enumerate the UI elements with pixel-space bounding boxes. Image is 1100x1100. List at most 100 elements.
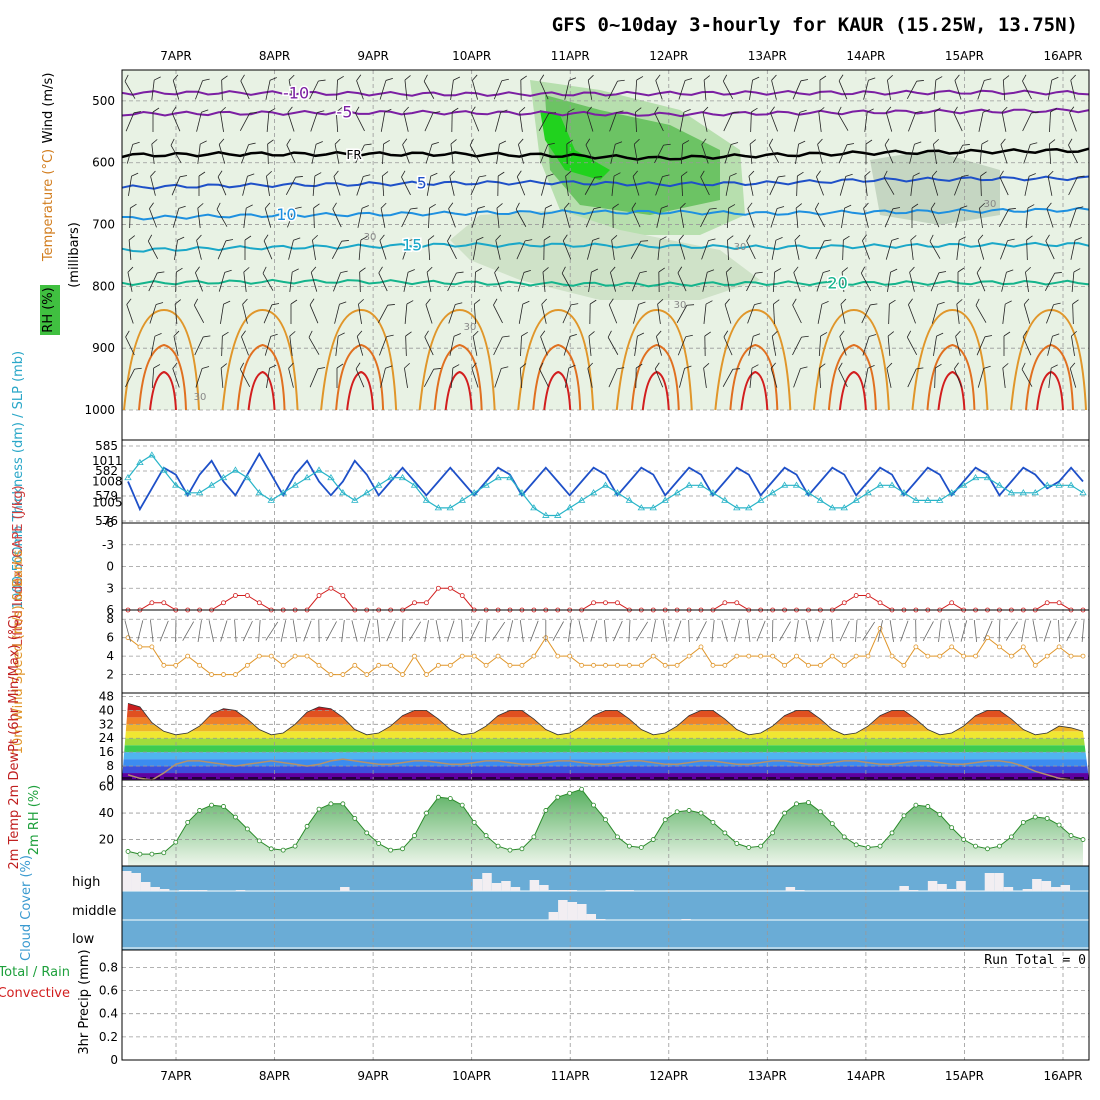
wind-barb-staff [725, 176, 731, 196]
wind-barb-flag [249, 112, 257, 114]
surface-barb-staff [446, 620, 455, 642]
surface-wind-barb [922, 621, 934, 642]
wind-barb-staff [864, 176, 868, 196]
wind-barb-flag [892, 207, 901, 210]
wind-barb [679, 109, 691, 132]
rh-marker [973, 843, 978, 849]
wind-speed-marker [495, 653, 501, 659]
wind-barb-flag [659, 236, 667, 241]
surface-barb-staff [242, 620, 253, 642]
wind-barb-staff [608, 304, 618, 324]
isotherm-contour [121, 175, 1090, 190]
wind-barb-flag [539, 74, 545, 82]
surface-wind-barb [1058, 619, 1061, 643]
wind-barb-flag [317, 110, 325, 113]
wind-barb [588, 268, 599, 292]
wind-barb-staff [172, 80, 180, 100]
wind-barb-staff [220, 368, 224, 388]
wind-barb-flag [387, 304, 395, 306]
wind-barb-flag [1008, 208, 1016, 210]
cloud-bar [795, 890, 805, 891]
wind-barb-flag [747, 202, 753, 209]
wind-barb [379, 334, 394, 356]
rh-marker [221, 804, 226, 809]
surface-barb-staff [492, 621, 506, 641]
wind-barb [957, 267, 965, 292]
wind-barb-flag [860, 266, 866, 274]
thickness-marker [721, 496, 729, 503]
rh-marker [638, 845, 644, 850]
wind-barb [539, 74, 549, 100]
wind-barb [954, 174, 969, 196]
rh-marker [925, 804, 931, 809]
wind-barb [725, 266, 732, 292]
wind-barb-flag [218, 138, 225, 145]
wind-barb-staff [313, 207, 315, 229]
surface-wind-barb [805, 620, 811, 642]
temp-band [122, 717, 1089, 725]
wind-barb [518, 138, 524, 164]
surface-wind-barb [424, 620, 429, 642]
rh-marker [746, 845, 752, 850]
wind-barb-staff [749, 80, 753, 100]
wind-barb-staff [885, 112, 893, 132]
wind-barb-flag [839, 330, 845, 337]
wind-barb [448, 302, 463, 324]
wind-barb [955, 205, 968, 228]
wind-barb-flag [1028, 173, 1036, 177]
cloud-bar [529, 880, 540, 891]
wind-barb-flag [449, 170, 455, 177]
wind-barb-staff [448, 304, 456, 324]
surface-barb-staff [484, 620, 488, 642]
wind-barb [244, 235, 252, 260]
wind-barb-flag [334, 138, 341, 145]
isotherm-label: -10 [283, 83, 309, 102]
rh-contour-label: 30 [464, 322, 477, 333]
wind-barb-staff [218, 272, 226, 292]
wind-speed-marker [424, 672, 429, 677]
wind-barb [309, 79, 326, 100]
wind-barb [493, 298, 503, 324]
wind-barb [356, 74, 364, 100]
wind-barb-staff [173, 336, 179, 356]
pressure-tick-label: 800 [92, 279, 115, 293]
wind-barb-staff [611, 240, 615, 260]
slp-tick-label: 1008 [92, 475, 123, 489]
wind-barb [655, 174, 670, 196]
wind-barb-staff [565, 112, 569, 132]
wind-barb-staff [426, 272, 432, 292]
wind-barb-staff [885, 240, 893, 260]
cloud-bar [539, 885, 549, 891]
wind-barb-staff [1025, 272, 1029, 292]
wind-barb-staff [1021, 369, 1033, 387]
wind-barb-staff [861, 304, 871, 324]
wind-barb-staff [285, 176, 297, 196]
rh-marker [674, 809, 680, 815]
wind-barb-flag [707, 269, 715, 273]
wind-barb-flag [1046, 202, 1052, 209]
wind-barb [1046, 202, 1054, 228]
wind-barb-staff [333, 176, 341, 196]
wind-barb-staff [634, 336, 638, 356]
wind-barb-flag [336, 363, 344, 369]
wind-barb [933, 76, 943, 100]
wind-barb [933, 138, 940, 164]
wind-barb-flag [355, 106, 360, 114]
lifted-index-marker [1044, 600, 1050, 606]
wind-barb-staff [356, 176, 364, 196]
wind-barb-flag [746, 234, 751, 242]
wind-barb-flag [933, 138, 940, 145]
wind-barb-staff [450, 80, 454, 100]
isotherm-contour [121, 147, 1090, 161]
wind-barb [401, 207, 418, 228]
surface-wind-barb [182, 621, 195, 641]
surface-barb-staff [1005, 621, 1018, 641]
wind-speed-marker [471, 653, 477, 659]
wind-barb-flag [540, 330, 546, 337]
isotherm-label: -5 [336, 103, 352, 122]
wind-barb-staff [657, 240, 661, 260]
wind-barb-flag [564, 202, 570, 209]
wind-barb-staff [1047, 336, 1053, 356]
wind-barb [1071, 268, 1081, 292]
wind-barb-flag [906, 330, 912, 338]
